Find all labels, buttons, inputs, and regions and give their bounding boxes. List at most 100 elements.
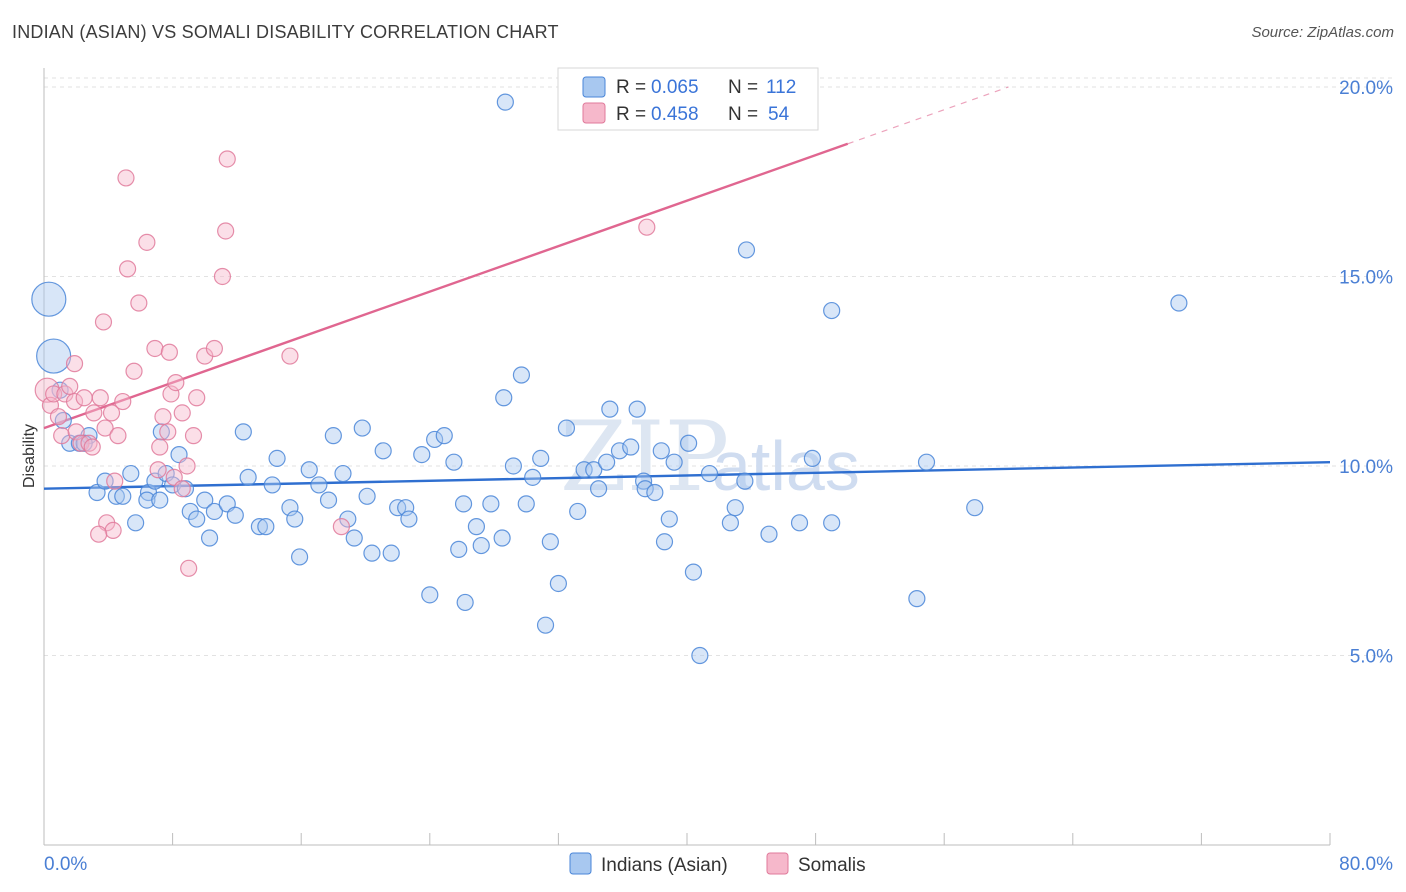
indian-point [496, 93, 514, 111]
indian-point [721, 514, 740, 532]
legend-r-value-2: 0.458 [651, 104, 699, 125]
somali-point [109, 427, 127, 445]
indian-point [585, 461, 603, 479]
indian-point [549, 574, 568, 593]
indian-point [1170, 294, 1188, 312]
indian-point [257, 518, 275, 536]
somali-point [102, 404, 121, 422]
indian-point [234, 423, 252, 441]
indian-point [138, 491, 156, 509]
indian-point [268, 449, 286, 467]
indian-point [290, 548, 309, 566]
indian-point [636, 480, 654, 498]
x-tick-labels: 0.0% 80.0% [44, 854, 1393, 875]
chart-title: INDIAN (ASIAN) VS SOMALI DISABILITY CORR… [12, 22, 559, 42]
legend-n-value-1: 112 [766, 77, 796, 98]
indian-point [382, 544, 400, 562]
indian-point [691, 646, 709, 665]
somali-point [61, 377, 79, 395]
indian-trend-line [43, 460, 1331, 490]
somali-point [83, 438, 101, 456]
indian-point [726, 499, 744, 517]
indian-point [823, 301, 841, 320]
indian-point [493, 529, 511, 547]
indian-point [736, 472, 754, 490]
indian-point [96, 472, 114, 490]
indian-point [413, 446, 431, 464]
legend-r-label-2: R = [616, 104, 646, 125]
indian-point [512, 366, 531, 384]
y-tick-labels: 5.0% 10.0% 15.0% 20.0% [1339, 78, 1393, 668]
indian-point [250, 518, 269, 536]
y-tick-label: 5.0% [1350, 646, 1393, 667]
indian-point [152, 423, 170, 441]
somali-point [146, 339, 164, 358]
somali-point [96, 419, 114, 437]
somali-point [106, 472, 124, 490]
indian-point [435, 427, 453, 445]
y-tick-label: 15.0% [1339, 267, 1393, 288]
indian-point [454, 495, 473, 513]
indian-point [310, 476, 328, 494]
y-axis-label: Disability [21, 424, 38, 488]
somali-point [188, 389, 206, 407]
indian-point [655, 533, 674, 551]
indian-point [127, 514, 145, 532]
indian-point [400, 510, 418, 528]
somali-point [638, 218, 656, 236]
somali-point [117, 169, 135, 187]
indian-point [601, 400, 619, 418]
somali-point [138, 233, 156, 251]
indian-point [737, 241, 756, 259]
indian-point [660, 510, 678, 528]
somali-point [85, 404, 103, 422]
indian-point [495, 389, 513, 407]
somali-point [205, 339, 223, 358]
indian-point [300, 461, 318, 479]
indian-point [107, 487, 125, 505]
indian-point [196, 491, 214, 509]
legend-swatch-somalis [582, 102, 606, 124]
indian-point [589, 480, 608, 498]
axes [43, 68, 1331, 846]
indian-point [541, 533, 559, 551]
somali-point [104, 521, 122, 540]
legend-n-label-1: N = [728, 77, 758, 98]
indian-point [917, 453, 936, 471]
indian-point [790, 514, 809, 532]
somali-point [184, 427, 203, 445]
somali-trend-line [43, 142, 849, 430]
somali-point [91, 389, 109, 407]
somali-point [75, 389, 93, 407]
somali-point [180, 559, 198, 577]
indian-point [205, 502, 223, 521]
somali-point [332, 518, 350, 536]
indian-point [536, 616, 555, 634]
somali-trend-extension [847, 86, 1009, 145]
somali-point [49, 408, 68, 426]
data-points [31, 93, 1188, 665]
indian-point [472, 536, 490, 555]
indian-point [557, 419, 576, 437]
somali-point [130, 294, 148, 312]
indian-point [598, 453, 616, 471]
somali-point [65, 355, 84, 373]
indian-point [504, 457, 522, 475]
indian-point [569, 502, 587, 521]
somali-point [159, 423, 177, 441]
somali-point [118, 260, 137, 278]
indian-point [610, 442, 629, 460]
indian-point [374, 442, 392, 460]
somali-point [160, 343, 178, 361]
indian-point [680, 434, 698, 452]
indian-point [908, 590, 926, 608]
bottom-legend: Indians (Asian) Somalis [569, 852, 866, 876]
y-tick-label: 20.0% [1339, 78, 1393, 99]
somali-point [217, 222, 235, 240]
indian-point [122, 464, 140, 483]
indian-point [532, 449, 550, 467]
somali-point [149, 461, 167, 479]
indian-point [575, 461, 593, 479]
somali-point [213, 267, 232, 286]
